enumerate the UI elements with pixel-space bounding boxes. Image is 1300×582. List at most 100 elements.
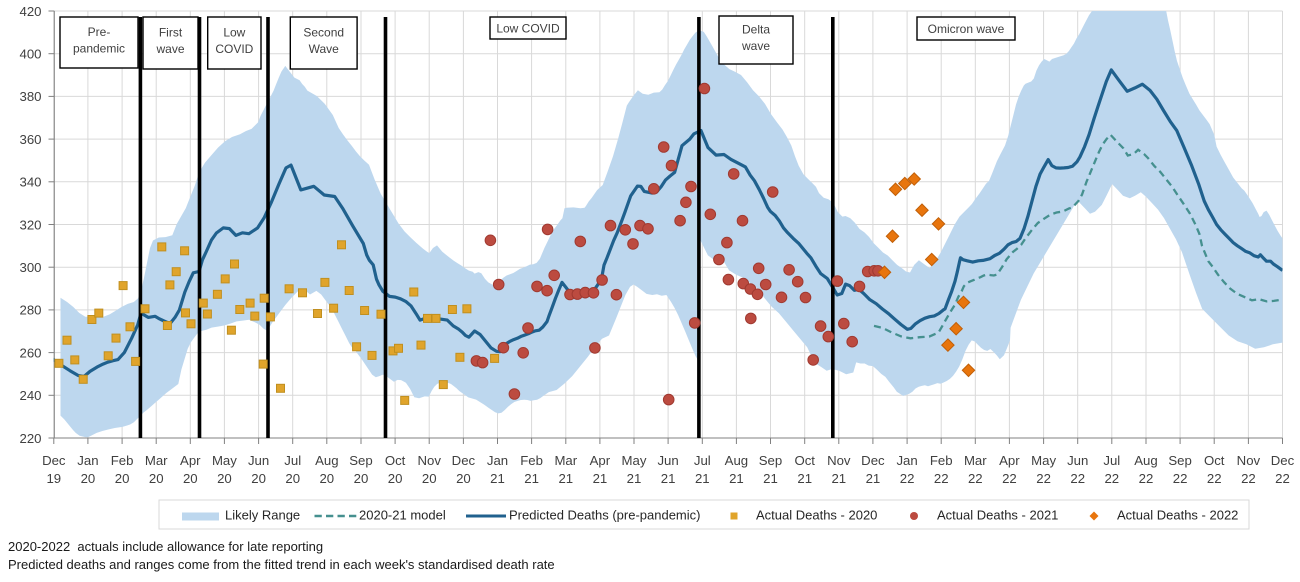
svg-text:Omicron wave: Omicron wave	[928, 22, 1005, 36]
svg-text:22: 22	[1173, 471, 1188, 486]
svg-text:22: 22	[934, 471, 949, 486]
svg-text:Low: Low	[223, 26, 245, 40]
svg-text:21: 21	[797, 471, 812, 486]
svg-text:22: 22	[1275, 471, 1290, 486]
svg-text:21: 21	[558, 471, 573, 486]
svg-text:21: 21	[866, 471, 881, 486]
svg-text:20: 20	[251, 471, 266, 486]
svg-text:21: 21	[593, 471, 608, 486]
svg-text:20: 20	[81, 471, 96, 486]
svg-text:Nov: Nov	[827, 453, 851, 468]
svg-text:22: 22	[1139, 471, 1154, 486]
svg-text:19: 19	[46, 471, 61, 486]
svg-text:pandemic: pandemic	[73, 42, 125, 56]
svg-text:Actual Deaths - 2022: Actual Deaths - 2022	[1117, 508, 1238, 523]
svg-text:280: 280	[19, 303, 41, 318]
svg-text:Feb: Feb	[930, 453, 953, 468]
svg-text:Feb: Feb	[520, 453, 543, 468]
svg-text:Jul: Jul	[694, 453, 711, 468]
svg-text:May: May	[212, 453, 237, 468]
svg-text:21: 21	[831, 471, 846, 486]
svg-text:Mar: Mar	[964, 453, 987, 468]
svg-text:Aug: Aug	[315, 453, 338, 468]
svg-text:240: 240	[19, 388, 41, 403]
svg-text:Likely Range: Likely Range	[225, 508, 300, 523]
svg-text:20: 20	[456, 471, 471, 486]
svg-text:Jan: Jan	[896, 453, 917, 468]
svg-text:20: 20	[183, 471, 198, 486]
svg-text:Oct: Oct	[1204, 453, 1225, 468]
svg-text:Jan: Jan	[487, 453, 508, 468]
svg-text:22: 22	[1104, 471, 1119, 486]
svg-text:260: 260	[19, 345, 41, 360]
svg-text:20: 20	[388, 471, 403, 486]
svg-text:Mar: Mar	[145, 453, 168, 468]
svg-text:Predicted deaths and ranges co: Predicted deaths and ranges come from th…	[8, 557, 555, 572]
svg-text:21: 21	[695, 471, 710, 486]
svg-text:20: 20	[115, 471, 130, 486]
svg-text:Apr: Apr	[590, 453, 611, 468]
svg-text:340: 340	[19, 175, 41, 190]
svg-text:Apr: Apr	[999, 453, 1020, 468]
svg-text:Jan: Jan	[77, 453, 98, 468]
svg-text:420: 420	[19, 4, 41, 19]
svg-text:20: 20	[217, 471, 232, 486]
svg-text:22: 22	[968, 471, 983, 486]
svg-text:22: 22	[900, 471, 915, 486]
svg-text:Oct: Oct	[794, 453, 815, 468]
svg-text:20: 20	[149, 471, 164, 486]
svg-text:Dec: Dec	[42, 453, 66, 468]
svg-text:20: 20	[319, 471, 334, 486]
svg-text:wave: wave	[155, 42, 184, 56]
svg-text:20: 20	[285, 471, 300, 486]
svg-text:300: 300	[19, 260, 41, 275]
svg-text:COVID: COVID	[215, 42, 253, 56]
svg-text:Sep: Sep	[349, 453, 372, 468]
svg-text:21: 21	[729, 471, 744, 486]
svg-text:Sep: Sep	[759, 453, 782, 468]
svg-text:Nov: Nov	[1237, 453, 1261, 468]
svg-text:Pre-: Pre-	[88, 25, 111, 39]
svg-text:Jun: Jun	[1067, 453, 1088, 468]
svg-text:22: 22	[1036, 471, 1051, 486]
svg-text:Dec: Dec	[861, 453, 885, 468]
svg-text:May: May	[1031, 453, 1056, 468]
svg-text:Actual Deaths - 2020: Actual Deaths - 2020	[756, 508, 877, 523]
svg-text:May: May	[622, 453, 647, 468]
svg-text:Aug: Aug	[1134, 453, 1157, 468]
svg-text:Aug: Aug	[725, 453, 748, 468]
svg-text:360: 360	[19, 132, 41, 147]
svg-text:Second: Second	[303, 26, 344, 40]
svg-text:22: 22	[1070, 471, 1085, 486]
svg-text:220: 220	[19, 431, 41, 446]
svg-text:Nov: Nov	[417, 453, 441, 468]
svg-text:Oct: Oct	[385, 453, 406, 468]
svg-text:21: 21	[661, 471, 676, 486]
svg-text:21: 21	[763, 471, 778, 486]
svg-text:Apr: Apr	[180, 453, 201, 468]
svg-text:Jul: Jul	[284, 453, 301, 468]
svg-text:Mar: Mar	[554, 453, 577, 468]
svg-text:400: 400	[19, 47, 41, 62]
svg-text:2020-2022 actuals include all: 2020-2022 actuals include allowance for …	[8, 539, 323, 554]
svg-text:20: 20	[354, 471, 369, 486]
svg-text:Sep: Sep	[1168, 453, 1191, 468]
svg-text:wave: wave	[741, 39, 770, 53]
svg-text:20: 20	[422, 471, 437, 486]
svg-text:Low COVID: Low COVID	[496, 21, 560, 35]
svg-text:Dec: Dec	[1271, 453, 1295, 468]
svg-text:Delta: Delta	[742, 23, 770, 37]
svg-text:First: First	[159, 26, 183, 40]
svg-text:22: 22	[1207, 471, 1222, 486]
svg-text:2020-21 model: 2020-21 model	[359, 508, 446, 523]
svg-text:22: 22	[1002, 471, 1017, 486]
svg-text:Dec: Dec	[452, 453, 476, 468]
svg-text:21: 21	[524, 471, 539, 486]
svg-text:320: 320	[19, 217, 41, 232]
svg-text:22: 22	[1241, 471, 1256, 486]
svg-text:380: 380	[19, 89, 41, 104]
svg-text:Actual Deaths - 2021: Actual Deaths - 2021	[937, 508, 1058, 523]
svg-text:Wave: Wave	[309, 42, 340, 56]
svg-text:Predicted Deaths (pre-pandemic: Predicted Deaths (pre-pandemic)	[509, 508, 700, 523]
svg-text:21: 21	[627, 471, 642, 486]
